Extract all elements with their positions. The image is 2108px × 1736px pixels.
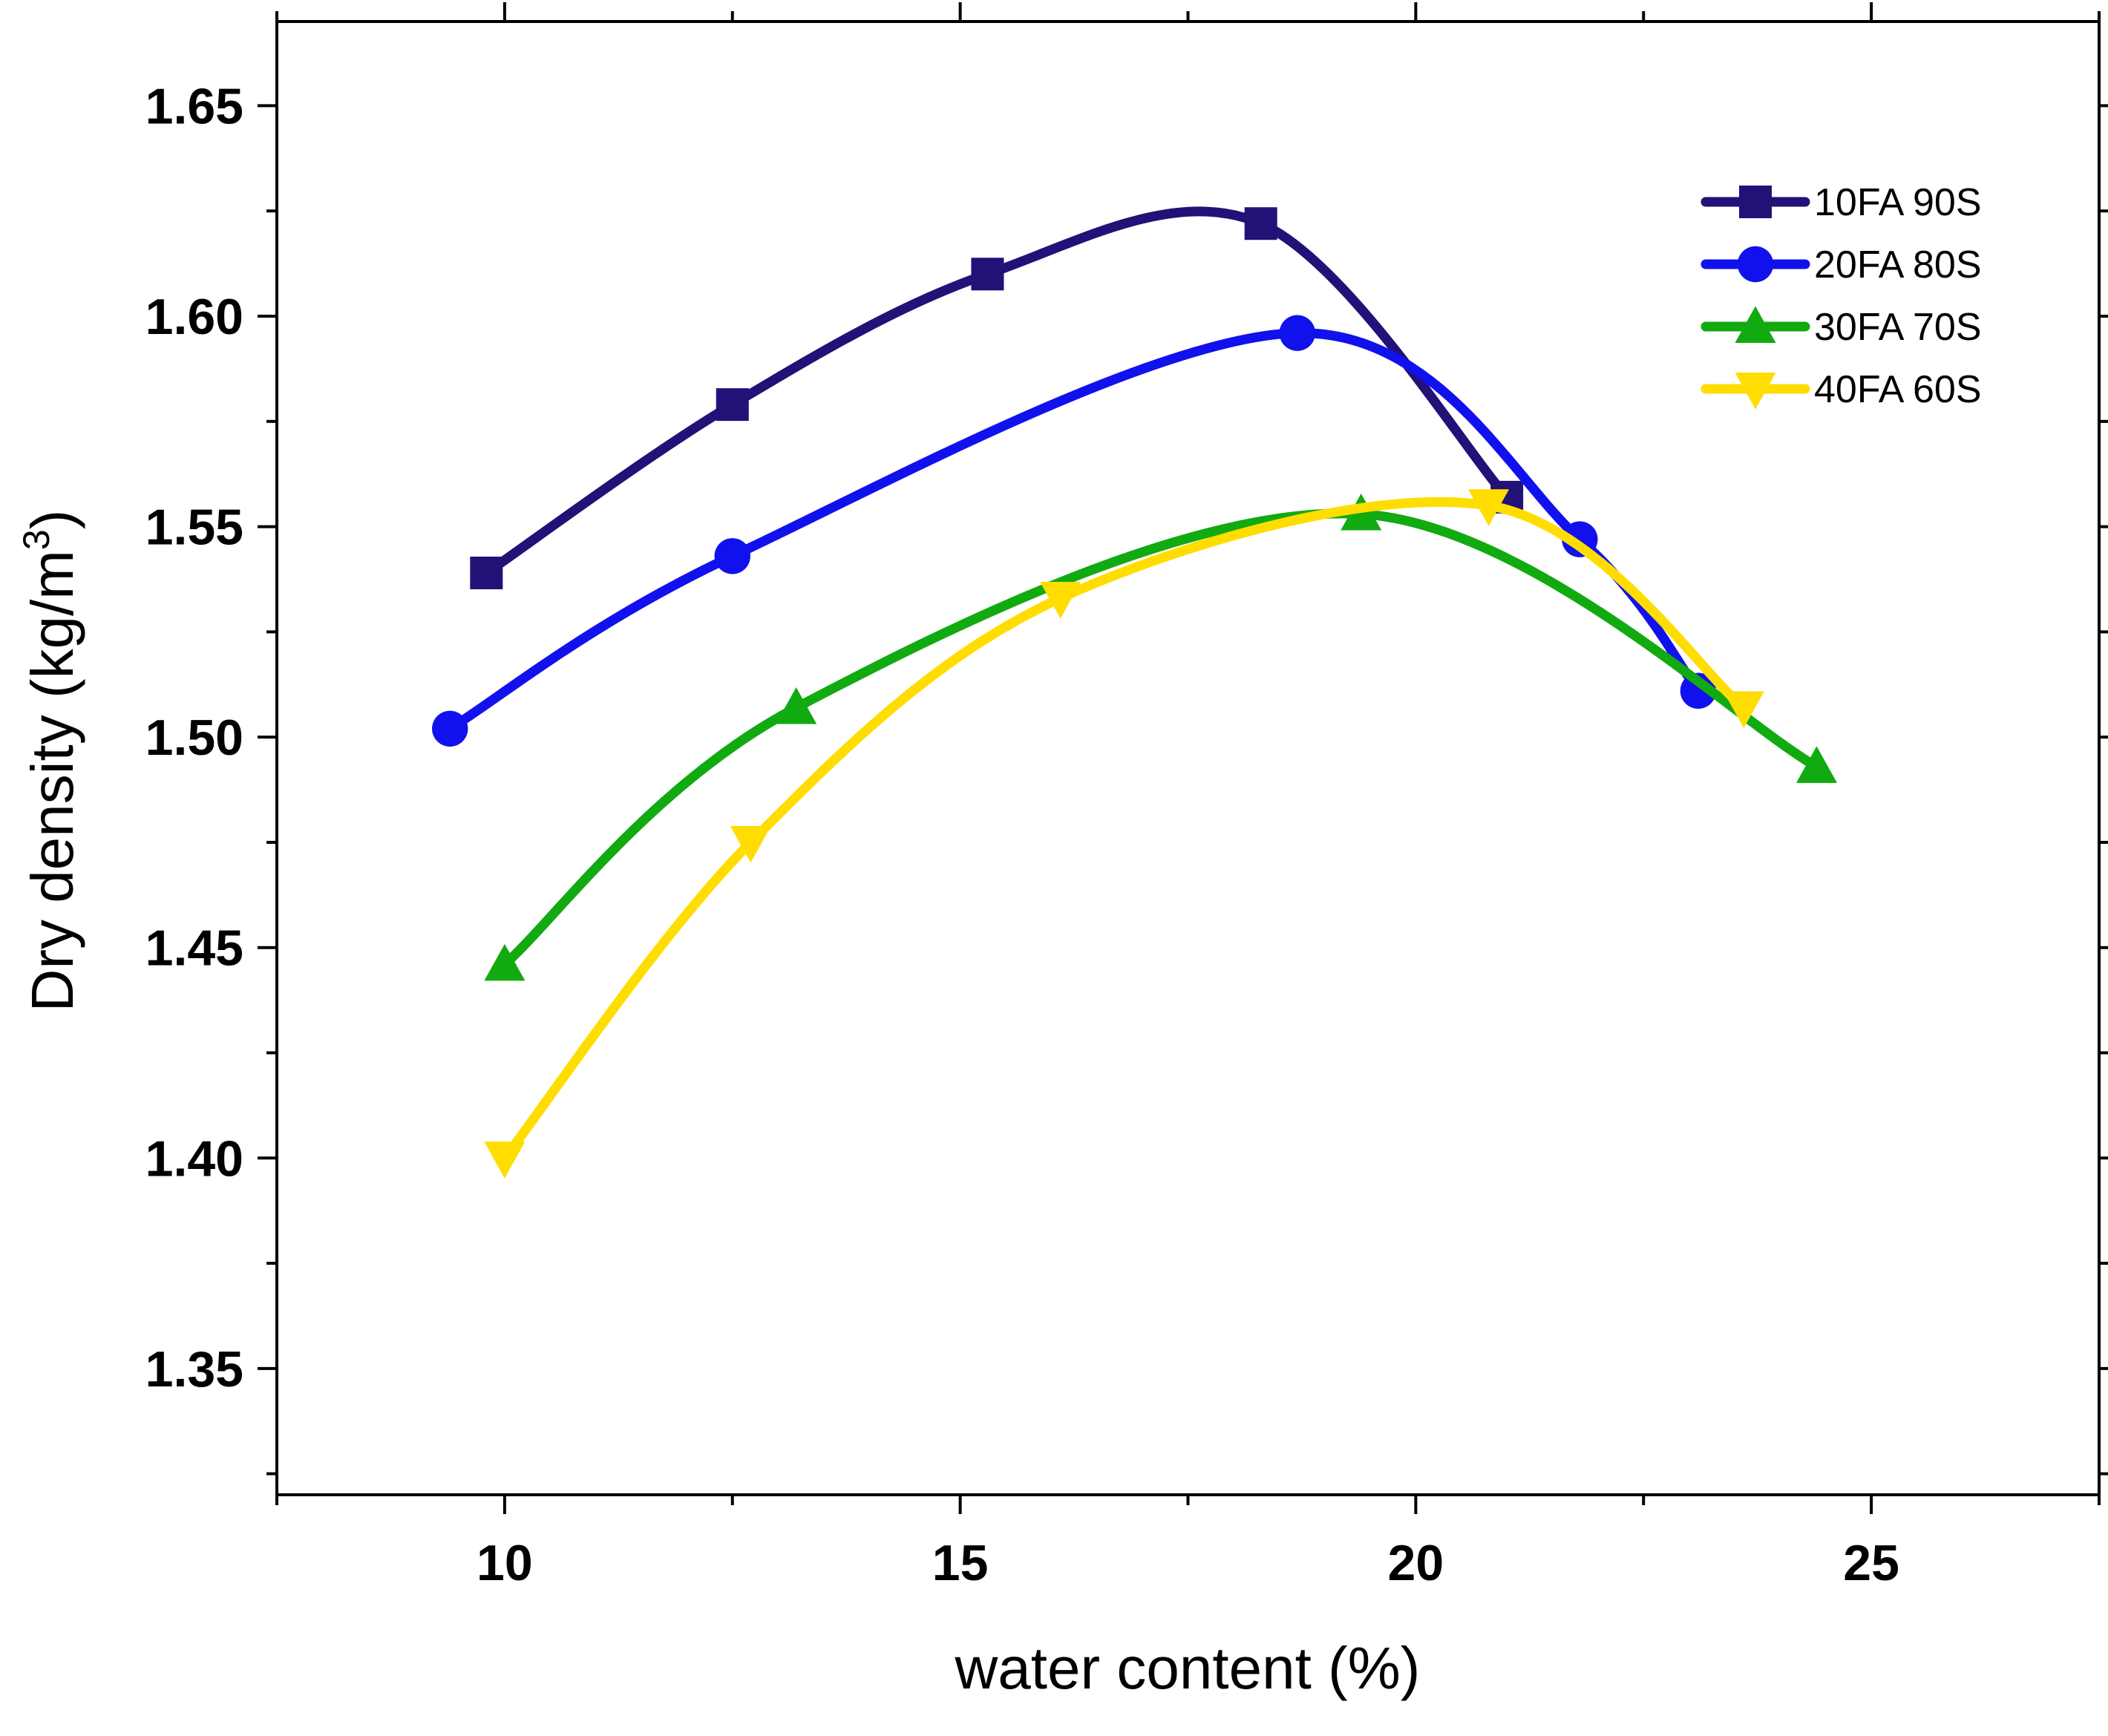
data-point bbox=[1680, 672, 1717, 709]
y-tick-label: 1.50 bbox=[145, 710, 243, 766]
legend-item: 40FA 60S bbox=[1701, 368, 1982, 411]
data-point bbox=[1723, 691, 1764, 728]
legend-label: 40FA 60S bbox=[1814, 368, 1982, 411]
data-point bbox=[1468, 489, 1510, 526]
data-point bbox=[714, 538, 750, 574]
data-point bbox=[484, 943, 526, 981]
data-point bbox=[776, 687, 817, 724]
legend-marker bbox=[1735, 306, 1776, 343]
legend-item: 20FA 80S bbox=[1701, 243, 1982, 286]
legend-label: 10FA 90S bbox=[1814, 181, 1982, 224]
data-point bbox=[470, 556, 503, 589]
data-point bbox=[971, 258, 1004, 291]
y-tick-label: 1.40 bbox=[145, 1130, 243, 1187]
legend-item: 10FA 90S bbox=[1701, 181, 1982, 224]
series-10fa-90s bbox=[470, 206, 1524, 589]
data-point bbox=[432, 710, 468, 747]
data-point bbox=[1244, 207, 1277, 240]
y-axis-label-close: ) bbox=[19, 510, 85, 530]
series-line bbox=[500, 497, 1749, 1163]
series-20fa-80s bbox=[432, 315, 1717, 747]
legend-label: 20FA 80S bbox=[1814, 243, 1982, 286]
legend-label: 30FA 70S bbox=[1814, 306, 1982, 349]
legend-marker bbox=[1735, 373, 1776, 410]
y-axis-label: Dry density (kg/m3) bbox=[16, 510, 85, 1012]
data-point bbox=[484, 1141, 526, 1179]
y-axis-label-sup: 3 bbox=[16, 529, 57, 550]
data-point bbox=[716, 388, 749, 422]
y-tick-label: 1.35 bbox=[145, 1341, 243, 1398]
legend-item: 30FA 70S bbox=[1701, 306, 1982, 349]
legend: 10FA 90S 20FA 80S 30FA 70S 40FA 60S bbox=[1701, 181, 1982, 411]
legend-marker bbox=[1737, 246, 1774, 283]
data-point bbox=[730, 825, 771, 863]
series-layer bbox=[432, 206, 1837, 1179]
series-line bbox=[445, 328, 1703, 734]
ticks: 10 15 20 25 1.35 1.40 1.45 1.50 1.55 1.60 1.65 bbox=[145, 2, 2108, 1591]
x-tick-label: 10 bbox=[477, 1535, 533, 1591]
data-point bbox=[1040, 581, 1081, 619]
y-tick-label: 1.65 bbox=[145, 78, 243, 134]
data-point bbox=[1796, 746, 1837, 783]
series-line bbox=[500, 508, 1821, 969]
y-tick-label: 1.45 bbox=[145, 920, 243, 977]
y-tick-label: 1.60 bbox=[145, 289, 243, 345]
x-tick-label: 20 bbox=[1388, 1535, 1444, 1591]
x-tick-label: 25 bbox=[1843, 1535, 1899, 1591]
data-point bbox=[1279, 315, 1316, 351]
legend-marker bbox=[1739, 186, 1772, 218]
plot-frame bbox=[275, 20, 2101, 1496]
series-40fa-60s bbox=[484, 489, 1764, 1179]
y-tick-label: 1.55 bbox=[145, 499, 243, 556]
x-tick-label: 15 bbox=[932, 1535, 989, 1591]
x-axis-label: water content (%) bbox=[955, 1635, 1421, 1701]
y-axis-label-main: Dry density (kg/m bbox=[19, 550, 85, 1012]
